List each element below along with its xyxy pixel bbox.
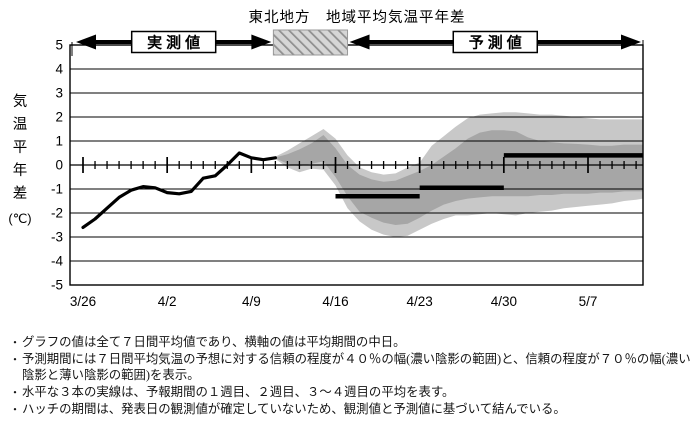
footnote-item: ・ 水平な３本の実線は、予報期間の１週目、２週目、３～４週目の平均を表す。 xyxy=(8,384,696,401)
footnote-text: 水平な３本の実線は、予報期間の１週目、２週目、３～４週目の平均を表す。 xyxy=(22,384,455,399)
bullet-icon: ・ xyxy=(9,403,21,416)
y-axis-labels: 5 4 3 2 1 0 -1 -2 -3 -4 -5 xyxy=(51,38,64,293)
svg-text:4/2: 4/2 xyxy=(158,294,177,309)
svg-text:4/30: 4/30 xyxy=(491,294,517,309)
y-axis-title: 気温平年差 (℃) xyxy=(8,93,31,226)
gridlines xyxy=(70,68,643,262)
svg-text:-1: -1 xyxy=(51,182,63,197)
svg-text:差: 差 xyxy=(13,185,28,202)
svg-text:-3: -3 xyxy=(51,230,63,245)
observed-arrow: 実測値 xyxy=(76,30,272,54)
bullet-icon: ・ xyxy=(9,354,21,367)
svg-text:-5: -5 xyxy=(51,278,63,293)
arrowhead-left-icon xyxy=(76,34,96,50)
x-axis-labels: 3/26 4/2 4/9 4/16 4/23 4/30 5/7 xyxy=(70,294,598,309)
svg-text:4: 4 xyxy=(55,62,63,77)
forecast-arrow-label: 予測値 xyxy=(469,34,526,52)
observed-line xyxy=(81,151,277,229)
footnote-text: ハッチの期間は、発表日の観測値が確定していないため、観測値と予測値に基づいて結ん… xyxy=(22,401,566,416)
confidence-bands xyxy=(275,112,643,237)
svg-text:-4: -4 xyxy=(51,254,63,269)
svg-text:年: 年 xyxy=(13,162,28,179)
svg-text:1: 1 xyxy=(55,134,63,149)
hatch-period xyxy=(272,29,349,56)
arrowhead-right-icon xyxy=(251,34,272,50)
footnote-item: ・ ハッチの期間は、発表日の観測値が確定していないため、観測値と予測値に基づいて… xyxy=(8,401,696,418)
forecast-arrow: 予測値 xyxy=(349,30,641,54)
svg-text:4/9: 4/9 xyxy=(242,294,261,309)
footnote-text: グラフの値は全て７日間平均値であり、横軸の値は平均期間の中日。 xyxy=(22,335,406,349)
svg-text:5/7: 5/7 xyxy=(579,294,598,309)
footnotes: ・ グラフの値は全て７日間平均値であり、横軸の値は平均期間の中日。 ・ 予測期間… xyxy=(8,334,696,418)
svg-text:4/23: 4/23 xyxy=(407,294,433,309)
arrowhead-left-icon xyxy=(349,34,370,50)
footnote-text: 予測期間には７日間平均気温の予想に対する信頼の程度が４０％の幅(濃い陰影の範囲)… xyxy=(22,352,691,383)
svg-text:0: 0 xyxy=(55,158,63,173)
svg-text:(℃): (℃) xyxy=(8,211,31,226)
svg-text:3/26: 3/26 xyxy=(70,294,96,309)
bullet-icon: ・ xyxy=(9,337,21,349)
svg-text:4/16: 4/16 xyxy=(322,294,348,309)
temperature-anomaly-chart: 実測値 予測値 5 4 3 2 1 0 -1 -2 -3 -4 -5 3/26 4/2 4/9 4/16 4/23… xyxy=(8,29,644,309)
svg-text:気: 気 xyxy=(13,93,28,110)
bullet-icon: ・ xyxy=(9,386,21,399)
weekly-mean-bars xyxy=(335,153,643,199)
chart-title: 東北地方 地域平均気温平年差 xyxy=(248,10,466,26)
svg-text:5: 5 xyxy=(55,38,63,53)
footnote-item: ・ グラフの値は全て７日間平均値であり、横軸の値は平均期間の中日。 xyxy=(8,334,696,351)
footnote-item: ・ 予測期間には７日間平均気温の予想に対する信頼の程度が４０％の幅(濃い陰影の範… xyxy=(8,351,696,383)
svg-text:温: 温 xyxy=(13,116,28,133)
svg-text:3: 3 xyxy=(55,86,63,101)
svg-text:2: 2 xyxy=(55,110,63,125)
observed-arrow-label: 実測値 xyxy=(147,34,204,52)
svg-text:-2: -2 xyxy=(51,206,63,221)
svg-text:平: 平 xyxy=(13,140,28,156)
arrowhead-right-icon xyxy=(621,34,641,50)
zero-axis-ticks xyxy=(70,157,643,173)
